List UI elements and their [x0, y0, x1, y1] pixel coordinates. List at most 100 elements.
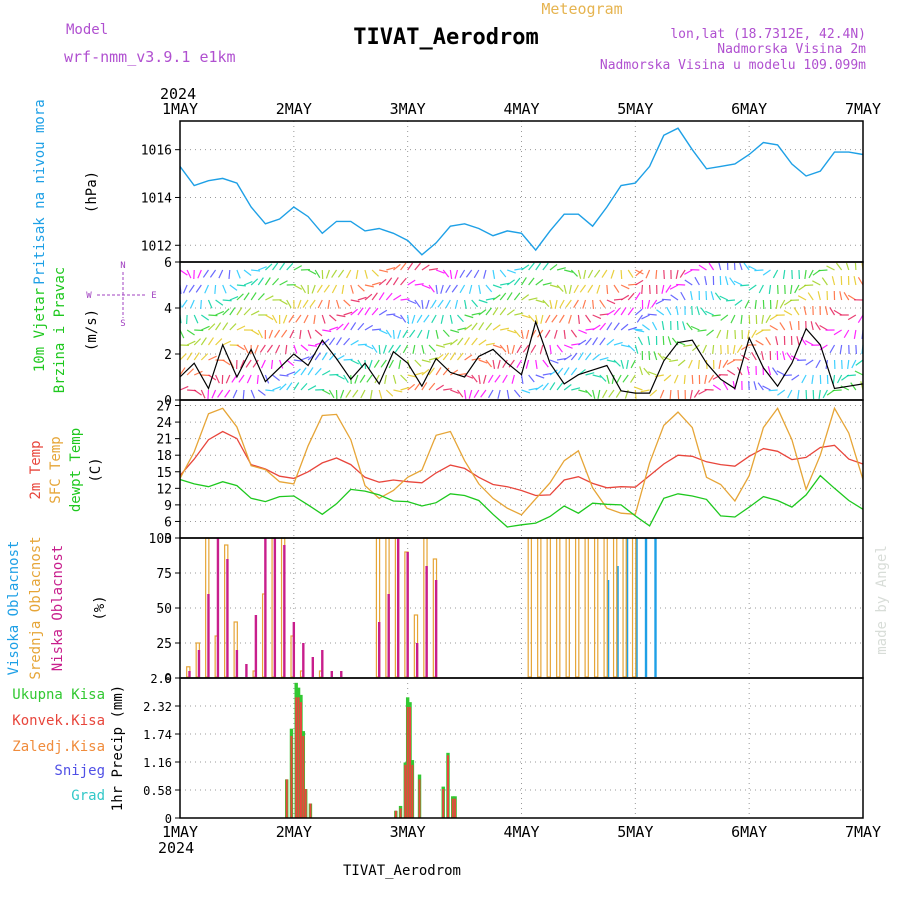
- wind-arrow: [295, 314, 302, 323]
- cloud-bar-mid: [575, 537, 580, 678]
- wind-arrow: [316, 284, 323, 293]
- wind-arrow: [207, 299, 213, 309]
- precip-bar-conv: [309, 803, 312, 818]
- wind-arrow: [181, 299, 188, 308]
- cloud-tick-label: 25: [156, 637, 172, 652]
- precip-bar-conv: [304, 789, 307, 818]
- precip-bar-conv: [404, 764, 407, 818]
- precip-tick-label: 1.74: [143, 728, 172, 742]
- wind-arrow: [478, 309, 487, 316]
- wind-arrow: [208, 323, 216, 331]
- wind-arrow: [556, 284, 564, 292]
- wind-arrow: [421, 284, 431, 289]
- wind-arrow: [549, 284, 559, 288]
- wind-arrow: [471, 312, 481, 316]
- wind-arrow: [724, 276, 729, 286]
- wind-arrow: [285, 344, 288, 355]
- wind-arrow: [407, 314, 410, 325]
- precip-bar-conv: [418, 779, 421, 818]
- wind-label-1: 10m Vjetar: [32, 288, 48, 372]
- wind-arrow: [592, 374, 602, 378]
- wind-arrow: [647, 336, 651, 346]
- wind-arrow: [779, 299, 786, 309]
- wind-arrow: [734, 329, 737, 340]
- wind-arrow: [443, 388, 453, 391]
- wind-arrow: [364, 307, 371, 316]
- wind-arrow: [725, 299, 735, 302]
- wind-arrow: [357, 307, 364, 316]
- footer-title: TIVAT_Aerodrom: [343, 863, 461, 879]
- wind-arrow: [583, 269, 587, 279]
- wind-arrow: [665, 284, 672, 293]
- wind-arrow: [513, 329, 521, 338]
- cloud-bar-low: [197, 650, 201, 677]
- wind-arrow: [431, 314, 437, 324]
- wind-arrow: [540, 314, 544, 324]
- wind-arrow: [613, 341, 623, 346]
- wind-arrow: [606, 299, 616, 305]
- wind-arrow: [451, 284, 458, 293]
- data-marks: [179, 127, 864, 818]
- wind-tick-label: 0: [164, 394, 172, 409]
- wind-arrow: [208, 355, 217, 361]
- wind-arrow: [577, 314, 580, 325]
- wind-arrow: [385, 292, 393, 301]
- wind-arrow: [732, 344, 736, 354]
- wind-arrow: [768, 389, 778, 392]
- wind-arrow: [371, 269, 379, 277]
- wind-arrow: [499, 344, 507, 353]
- wind-arrow: [597, 389, 601, 399]
- wind-arrow: [442, 367, 450, 376]
- wind-arrow: [423, 314, 430, 323]
- wind-arrow: [768, 284, 772, 295]
- wind-arrow: [364, 293, 373, 301]
- wind-arrow: [708, 262, 715, 271]
- year-bottom: 2024: [158, 839, 194, 857]
- wind-arrow: [204, 284, 210, 294]
- wind-arrow: [751, 329, 757, 339]
- wind-arrow: [378, 389, 383, 399]
- wind-arrow: [340, 389, 345, 399]
- wind-arrow: [392, 374, 397, 384]
- wind-arrow: [712, 384, 722, 391]
- wind-arrow: [378, 278, 387, 286]
- wind-arrow: [425, 299, 430, 309]
- wind-arrow: [350, 339, 359, 346]
- wind-arrow: [520, 329, 524, 339]
- wind-arrow: [388, 344, 394, 353]
- wind-arrow: [522, 344, 530, 353]
- wind-arrow: [651, 299, 658, 308]
- wind-arrow: [570, 269, 579, 277]
- wind-arrow: [805, 359, 814, 366]
- cloud-bar-high: [606, 580, 610, 677]
- wind-arrow: [457, 314, 464, 323]
- wind-arrow: [554, 299, 558, 309]
- cloud-bar-mid: [527, 537, 532, 678]
- wind-arrow: [393, 389, 403, 393]
- wind-arrow: [635, 329, 645, 333]
- wind-arrow: [215, 322, 222, 331]
- wind-arrow: [744, 299, 750, 309]
- wind-arrow: [343, 311, 353, 316]
- wind-arrow: [464, 324, 473, 331]
- wind-arrow: [741, 354, 750, 361]
- precip-frame: [179, 677, 864, 819]
- cloud-bar-low: [330, 671, 333, 677]
- wind-arrow: [497, 359, 501, 369]
- wind-arrow: [535, 299, 545, 304]
- wind-arrow: [300, 367, 307, 376]
- wind-arrow: [499, 292, 507, 301]
- wind-arrow: [299, 329, 302, 340]
- wind-arrow: [428, 344, 436, 352]
- wind-arrow: [450, 329, 460, 334]
- wind-arrow: [179, 269, 188, 276]
- precip-legend-item: Snijeg: [54, 763, 105, 779]
- wind-arrow: [689, 389, 693, 399]
- wind-arrow: [549, 344, 552, 355]
- model-label: Model: [66, 22, 108, 38]
- wind-arrow: [350, 359, 360, 365]
- wind-arrow: [352, 389, 359, 398]
- wind-arrow: [300, 344, 309, 352]
- wind-arrow: [599, 322, 607, 331]
- wind-arrow: [193, 389, 202, 396]
